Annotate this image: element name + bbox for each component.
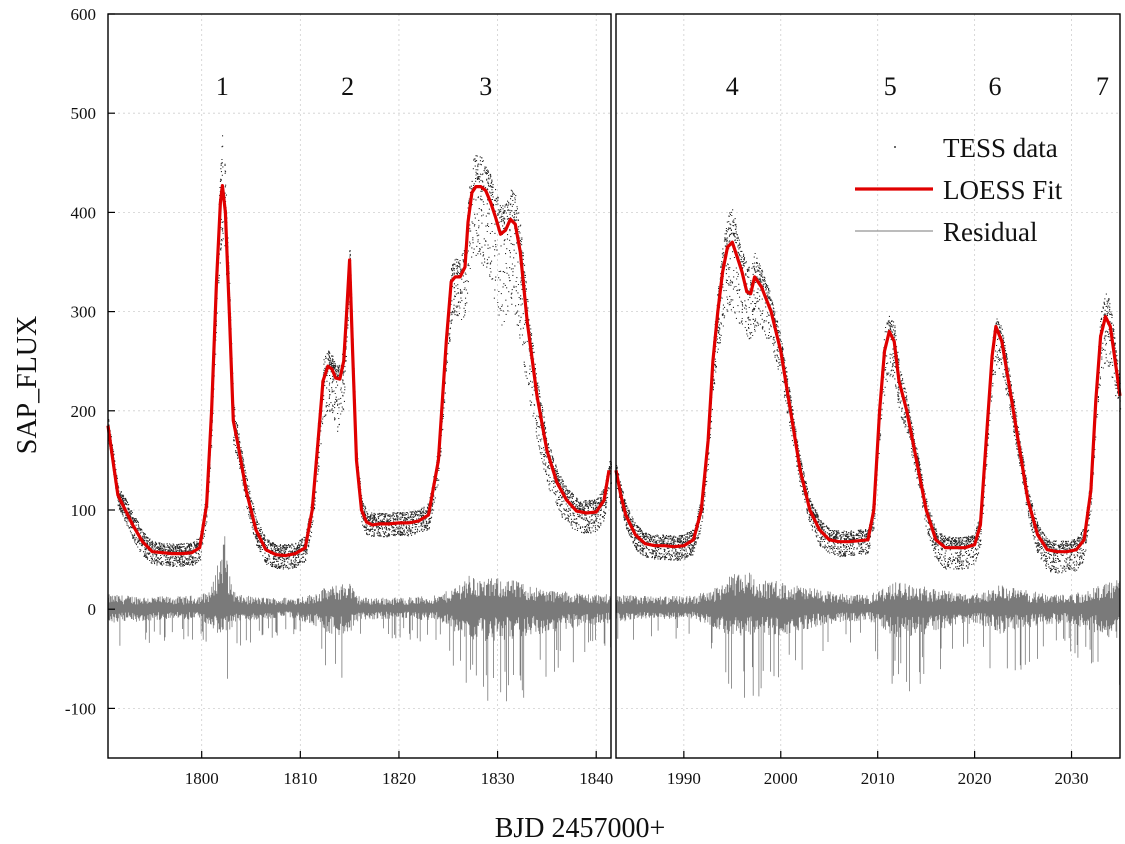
y-tick-label: 400 [71, 203, 97, 222]
axis-ticks: -100 0 100 200 300 400 500 600 1800 1810 1820 1830 1… [65, 5, 1089, 788]
peak-label-2: 2 [341, 72, 354, 101]
panel-frame [615, 13, 1121, 759]
y-tick-label: 600 [71, 5, 97, 24]
y-tick-label: 200 [71, 402, 97, 421]
loess-fit-line [614, 240, 1122, 554]
peak-labels: 1 2 3 4 5 6 7 [216, 72, 1109, 101]
peak-label-3: 3 [479, 72, 492, 101]
legend-label: TESS data [943, 133, 1058, 163]
loess-fit-series [106, 184, 1122, 558]
y-tick-label: 300 [71, 303, 97, 322]
x-tick-label: 1840 [579, 769, 613, 788]
grid-lines [108, 13, 1120, 758]
x-tick-label: 2010 [861, 769, 895, 788]
peak-label-1: 1 [216, 72, 229, 101]
legend: TESS data LOESS Fit Residual [855, 133, 1063, 247]
loess-fit-line [106, 184, 611, 558]
peak-label-7: 7 [1096, 72, 1109, 101]
x-tick-label: 2000 [764, 769, 798, 788]
peak-label-4: 4 [726, 72, 739, 101]
y-tick-label: 0 [88, 600, 97, 619]
x-tick-label: 1810 [283, 769, 317, 788]
legend-label: Residual [943, 217, 1038, 247]
legend-label: LOESS Fit [943, 175, 1063, 205]
x-tick-label: 1800 [185, 769, 219, 788]
plot-frames [107, 13, 1121, 759]
y-tick-label: 500 [71, 104, 97, 123]
y-tick-label: 100 [71, 501, 97, 520]
x-tick-label: 1820 [382, 769, 416, 788]
panel-frame [107, 13, 612, 759]
y-tick-label: -100 [65, 699, 96, 718]
peak-label-5: 5 [884, 72, 897, 101]
x-tick-label: 2020 [958, 769, 992, 788]
x-tick-label: 2030 [1055, 769, 1089, 788]
x-axis-title: BJD 2457000+ [495, 813, 666, 844]
legend-swatch-tess-data [894, 146, 896, 148]
y-axis-title: SAP_FLUX [12, 316, 43, 454]
x-tick-label: 1990 [667, 769, 701, 788]
peak-label-6: 6 [988, 72, 1001, 101]
x-tick-label: 1830 [481, 769, 515, 788]
